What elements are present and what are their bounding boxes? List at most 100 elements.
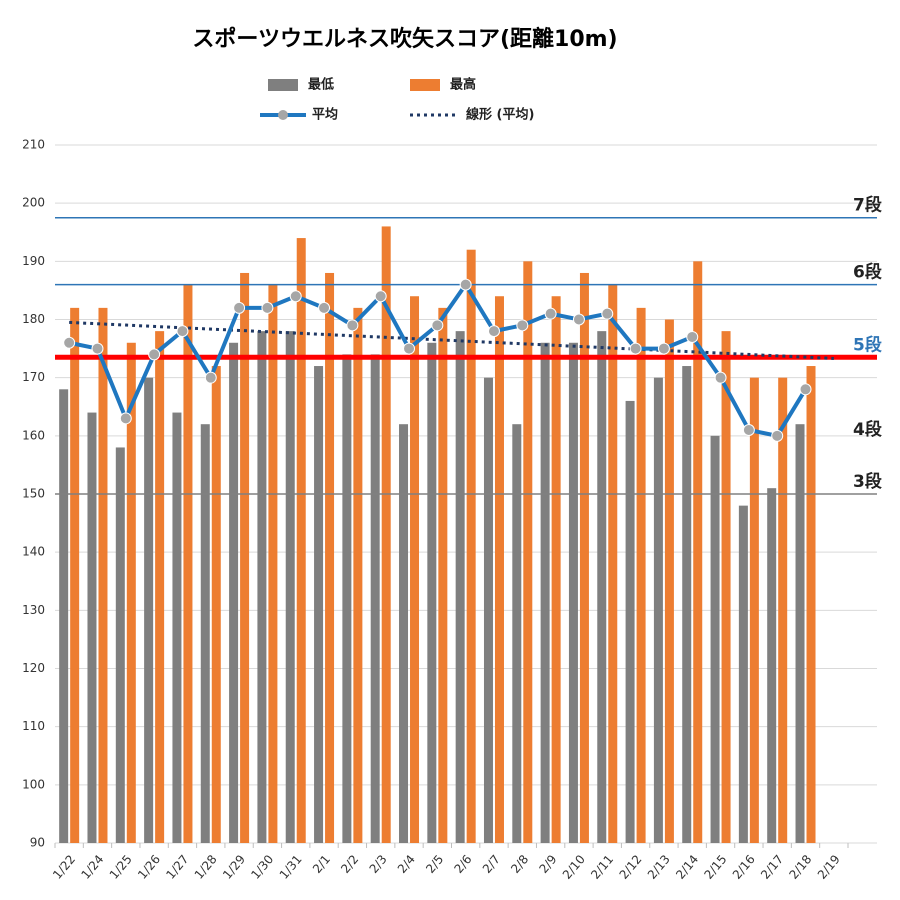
line-marker [91,342,104,355]
line-marker [516,319,529,332]
bar [738,505,748,843]
legend-swatch [268,79,298,91]
legend-label: 最高 [450,77,476,93]
legend-label: 最低 [308,77,334,93]
bar [664,319,674,843]
x-tick-label: 2/4 [395,852,418,876]
bar [483,377,493,843]
reference-label: 6段 [853,262,882,283]
x-tick-label: 1/28 [192,852,220,882]
legend-swatch [410,79,440,91]
bar [410,296,420,843]
bar [200,424,210,843]
x-tick-label: 2/14 [673,852,701,882]
chart-title: スポーツウエルネス吹矢スコア(距離10m) [192,26,617,52]
bar [710,435,720,843]
bar [285,331,295,843]
x-tick-label: 2/13 [645,852,673,882]
bar [682,366,692,843]
bar [211,366,221,843]
bar [155,331,165,843]
reference-label: 5段 [853,334,882,355]
bar [778,377,788,843]
line-marker [233,301,246,314]
y-tick-label: 120 [22,661,45,675]
line-marker [261,301,274,314]
bar [381,226,391,843]
y-tick-label: 210 [22,138,45,152]
y-tick-label: 160 [22,428,45,442]
bar [115,447,125,843]
bar [693,261,703,843]
bar [597,331,607,843]
y-tick-label: 150 [22,487,45,501]
bar [523,261,533,843]
legend-label: 平均 [312,107,338,123]
bar [98,307,108,843]
bar [183,284,193,844]
x-tick-label: 2/15 [701,852,729,882]
line-marker [148,348,161,361]
x-tick-label: 2/2 [338,852,361,876]
x-tick-label: 2/7 [480,852,503,876]
line-marker [487,325,500,338]
bar [438,307,448,843]
y-tick-label: 130 [22,603,45,617]
bar [466,249,476,843]
y-tick-label: 170 [22,370,45,384]
x-tick-label: 1/29 [220,852,248,882]
bar [87,412,97,843]
x-tick-label: 2/8 [508,852,531,876]
bar [721,331,731,843]
y-tick-label: 190 [22,254,45,268]
y-tick-label: 110 [22,719,45,733]
x-tick-label: 1/22 [50,852,78,882]
bar [653,377,663,843]
line-marker [119,412,132,425]
bar [625,400,635,843]
bar [172,412,182,843]
bar [608,284,618,844]
bar [325,272,335,843]
bar [455,331,465,843]
bar [427,342,437,843]
reference-label: 3段 [853,471,882,492]
line-marker [459,278,472,291]
line-marker [629,342,642,355]
bar [70,307,80,843]
line-marker [374,290,387,303]
bar [314,366,324,843]
bar [257,331,267,843]
legend-swatch [278,110,288,120]
x-tick-label: 1/30 [248,852,276,882]
line-marker [431,319,444,332]
bar [749,377,759,843]
bar [636,307,646,843]
y-tick-label: 90 [30,836,45,850]
x-tick-label: 2/19 [815,852,843,882]
bar [342,354,352,843]
bar [59,389,69,843]
y-tick-label: 100 [22,777,45,791]
line-marker [714,371,727,384]
reference-label: 4段 [853,419,882,440]
line-marker [686,330,699,343]
line-marker [742,424,755,437]
line-marker [544,307,557,320]
x-tick-label: 1/26 [135,852,163,882]
bar [579,272,589,843]
bar [512,424,522,843]
x-tick-label: 2/6 [452,852,475,876]
x-tick-label: 2/18 [786,852,814,882]
y-tick-label: 180 [22,312,45,326]
x-tick-label: 2/17 [758,852,786,882]
bar [240,272,250,843]
x-tick-label: 2/16 [730,852,758,882]
bar [126,342,136,843]
line-marker [289,290,302,303]
legend-label: 線形 (平均) [466,107,534,123]
bar [494,296,504,843]
line-marker [346,319,359,332]
bar [540,342,550,843]
bar [568,342,578,843]
